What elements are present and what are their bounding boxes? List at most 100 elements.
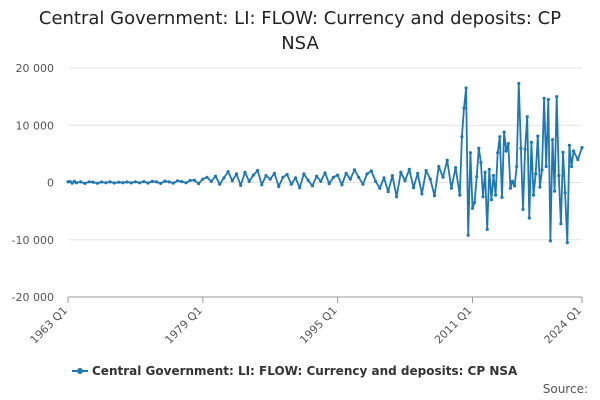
data-point xyxy=(95,181,100,185)
data-point xyxy=(468,151,472,155)
y-tick-label: -10 000 xyxy=(12,234,54,247)
data-point xyxy=(464,86,468,90)
data-point xyxy=(546,97,550,102)
data-point xyxy=(121,181,125,185)
legend[interactable]: Central Government: LI: FLOW: Currency a… xyxy=(72,364,517,378)
data-point xyxy=(559,222,563,226)
data-point xyxy=(475,175,479,179)
data-point xyxy=(340,183,344,187)
data-point xyxy=(491,174,496,178)
data-point xyxy=(390,174,394,178)
chart-title: Central Government: LI: FLOW: Currency a… xyxy=(38,8,562,54)
data-point xyxy=(184,181,188,185)
data-point xyxy=(382,176,386,180)
data-point xyxy=(87,180,91,184)
data-point xyxy=(167,180,171,184)
data-point xyxy=(226,170,230,174)
data-point xyxy=(272,171,276,175)
data-point xyxy=(83,181,87,185)
data-point xyxy=(502,130,506,134)
data-point xyxy=(163,179,167,183)
data-point xyxy=(192,178,196,182)
series-layer xyxy=(66,81,584,245)
data-point xyxy=(369,169,373,173)
data-point xyxy=(74,181,78,185)
data-point xyxy=(424,168,428,173)
y-axis: 20 000 10 000 0 -10 000 -20 000 xyxy=(12,62,54,304)
data-point xyxy=(399,170,403,174)
x-tick-label: 1963 Q1 xyxy=(28,304,71,347)
y-tick-label: 10 000 xyxy=(16,119,55,132)
data-point xyxy=(281,175,285,179)
data-point xyxy=(344,171,348,175)
data-point xyxy=(525,115,529,119)
data-point xyxy=(146,181,150,185)
data-point xyxy=(188,178,192,183)
y-tick-label: 20 000 xyxy=(16,62,55,75)
data-point xyxy=(352,168,357,172)
data-point xyxy=(298,186,302,190)
data-point xyxy=(336,173,340,177)
data-point xyxy=(487,167,491,171)
data-point xyxy=(515,164,519,169)
data-point xyxy=(420,192,424,196)
data-point xyxy=(473,200,477,205)
legend-label: Central Government: LI: FLOW: Currency a… xyxy=(92,364,518,378)
data-point xyxy=(458,193,462,197)
data-point xyxy=(230,179,234,183)
data-point xyxy=(513,184,517,188)
data-point xyxy=(445,158,449,162)
data-point xyxy=(277,184,281,189)
data-point xyxy=(485,227,489,231)
data-point xyxy=(567,143,572,147)
data-point xyxy=(289,182,293,186)
data-point xyxy=(327,182,331,186)
data-point xyxy=(239,183,243,187)
data-point xyxy=(489,198,493,202)
data-point xyxy=(365,172,369,176)
data-point xyxy=(550,138,555,142)
x-tick-label: 1979 Q1 xyxy=(162,304,205,347)
data-point xyxy=(331,175,335,179)
data-point xyxy=(361,182,365,186)
data-point xyxy=(213,174,218,178)
y-tick-label: -20 000 xyxy=(12,291,54,304)
data-point xyxy=(222,176,226,180)
data-point xyxy=(542,96,546,100)
data-point xyxy=(100,180,104,184)
data-point xyxy=(197,182,201,186)
data-point xyxy=(154,180,159,184)
data-point xyxy=(536,134,540,138)
data-point xyxy=(437,164,441,169)
data-point xyxy=(553,189,557,193)
data-point xyxy=(374,179,378,183)
data-point xyxy=(416,171,420,175)
data-point xyxy=(561,150,565,154)
data-point xyxy=(548,239,553,243)
data-point xyxy=(159,181,163,185)
data-point xyxy=(477,146,481,150)
data-point xyxy=(531,193,536,197)
data-point xyxy=(479,160,483,165)
data-point xyxy=(138,181,142,185)
data-point xyxy=(268,177,272,181)
data-point xyxy=(260,183,264,187)
data-point xyxy=(150,179,154,183)
data-point xyxy=(108,180,112,184)
data-point xyxy=(357,175,361,179)
data-point xyxy=(285,172,289,177)
data-point xyxy=(462,106,466,110)
data-point xyxy=(264,174,268,178)
data-point xyxy=(510,179,515,183)
data-point xyxy=(247,179,251,183)
data-point xyxy=(133,180,137,184)
data-point xyxy=(504,149,508,153)
data-point xyxy=(460,135,464,139)
data-point xyxy=(293,176,298,180)
data-point xyxy=(175,179,180,183)
data-point xyxy=(544,164,548,169)
data-point xyxy=(171,181,175,185)
x-tick-label: 2024 Q1 xyxy=(542,304,585,347)
data-point xyxy=(496,151,500,155)
